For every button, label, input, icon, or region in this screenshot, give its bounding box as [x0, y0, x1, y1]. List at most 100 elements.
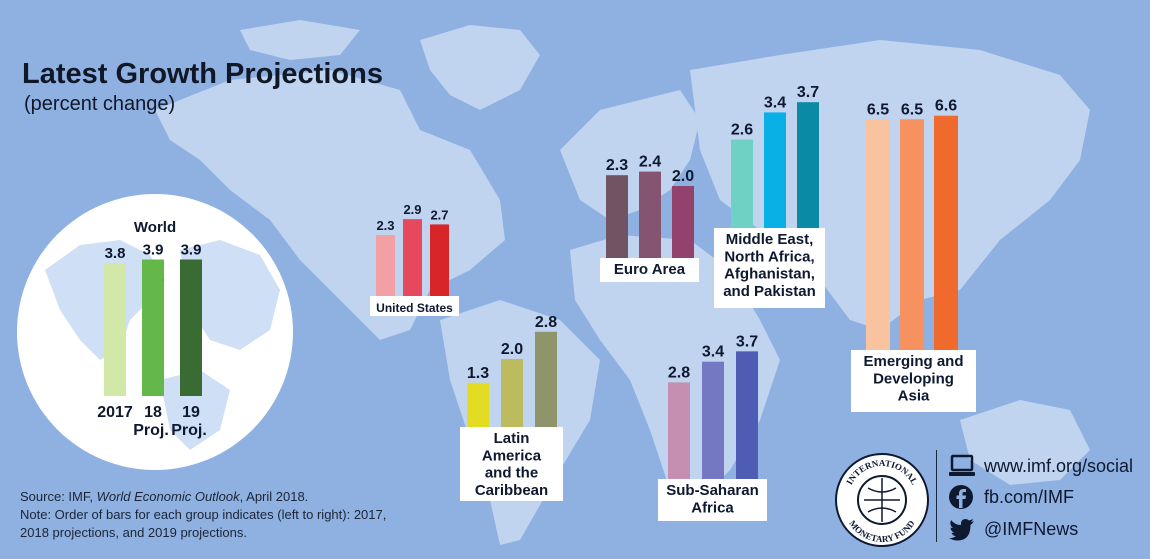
data-label: 2.3 — [376, 218, 394, 233]
region-label: Asia — [898, 388, 930, 405]
category-label: Proj. — [171, 422, 207, 439]
laptop-icon — [949, 454, 975, 476]
bar-2018-proj — [501, 359, 523, 427]
data-label: 3.9 — [143, 242, 164, 259]
page-title: Latest Growth Projections — [22, 58, 383, 90]
social-divider — [936, 450, 937, 542]
region-label: Emerging and — [863, 353, 963, 370]
region-label: Afghanistan, — [724, 266, 815, 283]
data-label: 6.6 — [935, 98, 957, 115]
bar-2017 — [104, 263, 126, 396]
data-label: 3.8 — [105, 245, 126, 262]
bar-2018-proj — [900, 119, 924, 350]
twitter-link[interactable]: @IMFNews — [948, 516, 1148, 542]
region-label: Middle East, — [726, 231, 814, 248]
bar-19-proj — [180, 259, 202, 396]
chart-title: World — [134, 219, 176, 236]
source-line: Source: IMF, World Economic Outlook, Apr… — [20, 489, 309, 504]
source-note: Source: IMF, World Economic Outlook, Apr… — [20, 488, 450, 542]
data-label: 2.6 — [731, 122, 753, 139]
twitter-link-text: @IMFNews — [984, 518, 1079, 539]
globe-landmass-eurasia — [180, 240, 280, 350]
bar-2017 — [376, 235, 395, 296]
data-label: 3.4 — [764, 94, 786, 111]
data-label: 2.0 — [672, 168, 694, 185]
region-label: North Africa, — [724, 248, 814, 265]
data-label: 2.8 — [668, 364, 690, 381]
web-link[interactable]: www.imf.org/social — [948, 453, 1148, 479]
data-label: 3.9 — [181, 242, 202, 259]
note-line-1: Note: Order of bars for each group indic… — [20, 507, 387, 522]
facebook-link[interactable]: fb.com/IMF — [948, 484, 1148, 510]
region-label-box — [658, 479, 767, 521]
data-label: 3.4 — [702, 344, 724, 361]
data-label: 1.3 — [467, 365, 489, 382]
region-label: Africa — [691, 499, 734, 516]
data-label: 2.8 — [535, 314, 557, 331]
data-label: 6.5 — [867, 101, 889, 118]
region-label: United States — [376, 301, 453, 315]
category-label: 2017 — [97, 404, 133, 421]
data-label: 2.7 — [430, 207, 448, 222]
category-label: 18 — [144, 404, 162, 421]
note-line-2: 2018 projections, and 2019 projections. — [20, 525, 247, 540]
chart-euro-area: Euro Area 2.3 2.4 2.0 — [600, 154, 699, 282]
chart-middle-east-north-africa-afghanistan-and-pakistan: Middle East,North Africa,Afghanistan,and… — [714, 84, 825, 308]
data-label: 6.5 — [901, 101, 923, 118]
data-label: 2.3 — [606, 157, 628, 174]
region-label-box — [370, 296, 459, 316]
chart-united-states: United States 2.3 2.9 2.7 — [370, 202, 459, 316]
region-label: and Pakistan — [723, 283, 816, 300]
bar-2019-proj — [934, 115, 958, 350]
bar-18-proj — [142, 259, 164, 396]
bar-2018-proj — [403, 219, 422, 296]
facebook-link-text: fb.com/IMF — [984, 486, 1075, 507]
bar-2019-proj — [430, 224, 449, 296]
bar-2019-proj — [797, 102, 819, 228]
region-label: Developing — [873, 370, 954, 387]
data-label: 2.0 — [501, 341, 523, 358]
category-label: Proj. — [133, 422, 169, 439]
region-label: Euro Area — [614, 261, 686, 278]
bar-2018-proj — [702, 361, 724, 479]
bar-2017 — [731, 139, 753, 228]
facebook-icon — [949, 485, 973, 509]
bar-2019-proj — [672, 186, 694, 258]
bar-2019-proj — [535, 331, 557, 427]
region-label: Sub-Saharan — [666, 482, 759, 499]
category-label: 19 — [182, 404, 200, 421]
region-label: and the — [485, 465, 538, 482]
data-label: 2.9 — [403, 202, 421, 217]
page-subtitle: (percent change) — [24, 93, 176, 115]
greenland-landmass — [420, 25, 540, 110]
region-label-box — [714, 228, 825, 308]
data-label: 2.4 — [639, 154, 661, 171]
web-link-text: www.imf.org/social — [984, 455, 1134, 476]
region-label: Latin — [494, 430, 530, 447]
imf-logo: INTERNATIONAL MONETARY FUND — [835, 453, 929, 547]
data-label: 3.7 — [797, 84, 819, 101]
region-label: America — [482, 447, 542, 464]
australia-landmass — [960, 400, 1090, 485]
globe-landmass-south — [160, 370, 230, 450]
bar-2017 — [866, 119, 890, 350]
region-label-box — [600, 258, 699, 282]
bar-2019-proj — [736, 351, 758, 479]
region-label: Caribbean — [475, 482, 548, 499]
arctic-islands-landmass — [240, 20, 360, 60]
bar-2018-proj — [764, 112, 786, 228]
region-label-box — [460, 427, 563, 501]
bar-2017 — [606, 175, 628, 258]
source-publication: World Economic Outlook — [96, 489, 240, 504]
bar-2017 — [467, 382, 489, 427]
globe-icon — [864, 478, 900, 522]
bar-2017 — [668, 382, 690, 479]
bar-2018-proj — [639, 171, 661, 258]
region-label-box — [851, 350, 976, 412]
